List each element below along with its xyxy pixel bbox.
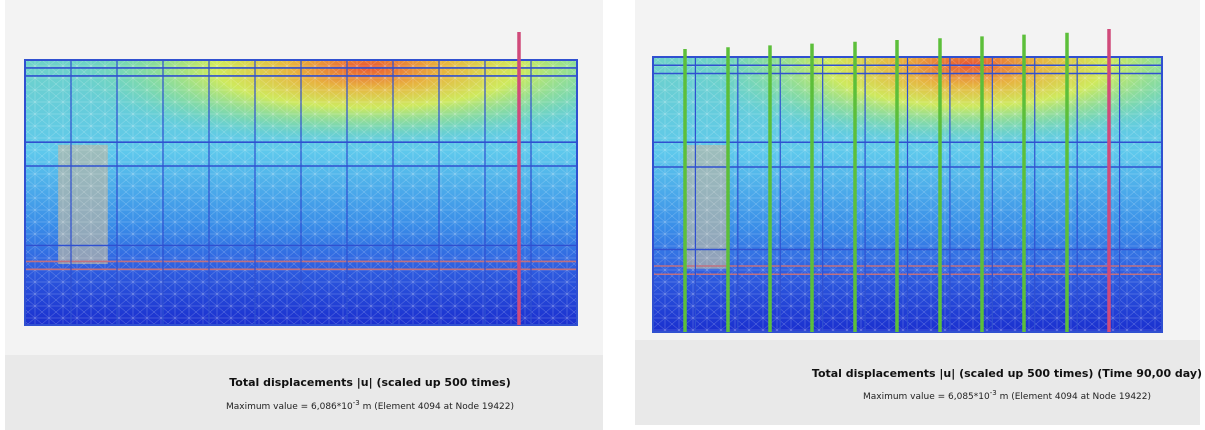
caption-title: Total displacements |u| (scaled up 500 t…: [812, 367, 1202, 380]
caption-area: [5, 355, 603, 430]
max-value: Maximum value = 6,085*10-3 m (Element 40…: [863, 389, 1151, 402]
model-border: [24, 59, 578, 326]
caption-title: Total displacements |u| (scaled up 500 t…: [229, 376, 511, 389]
caption-area: [635, 340, 1200, 425]
panel: Total displacements |u| (scaled up 500 t…: [635, 0, 1202, 425]
panel: Total displacements |u| (scaled up 500 t…: [5, 0, 603, 430]
model-border: [652, 56, 1163, 333]
max-value: Maximum value = 6,086*10-3 m (Element 40…: [226, 399, 514, 412]
